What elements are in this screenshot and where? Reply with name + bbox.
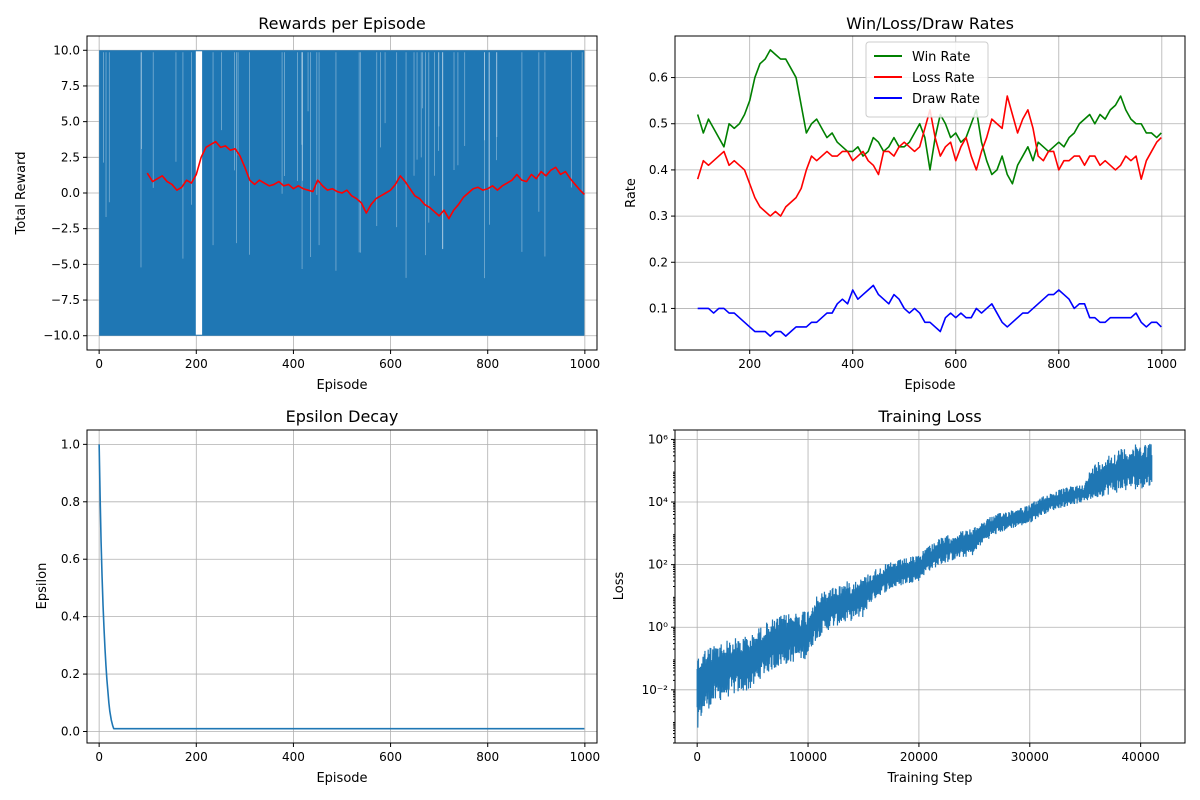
x-tick-label: 800	[1047, 357, 1070, 371]
rates-title: Win/Loss/Draw Rates	[846, 14, 1014, 33]
loss-xlabel: Training Step	[886, 771, 972, 786]
legend-label: Loss Rate	[912, 71, 974, 86]
rewards-title: Rewards per Episode	[258, 14, 426, 33]
y-tick-label: 10⁻²	[642, 683, 669, 697]
loss-line	[696, 443, 1153, 728]
y-tick-label: 1.0	[61, 437, 80, 451]
rewards-ylabel: Total Reward	[14, 152, 29, 236]
y-tick-label: 0.0	[61, 725, 80, 739]
x-tick-label: 0	[693, 750, 701, 764]
y-tick-label: 10⁶	[648, 432, 668, 446]
y-tick-label: 10²	[648, 558, 668, 572]
y-tick-label: 0.6	[649, 71, 668, 85]
x-tick-label: 600	[379, 750, 402, 764]
rates-ylabel: Rate	[624, 178, 639, 208]
x-tick-label: 30000	[1011, 750, 1049, 764]
epsilon-xlabel: Episode	[316, 771, 367, 786]
y-tick-label: 10⁰	[648, 620, 668, 634]
y-tick-label: 2.5	[61, 150, 80, 164]
x-tick-label: 1000	[570, 357, 601, 371]
x-tick-label: 0	[95, 750, 103, 764]
y-tick-label: 10.0	[53, 43, 80, 57]
y-tick-label: 0.0	[61, 186, 80, 200]
y-tick-label: 0.5	[649, 117, 668, 131]
y-tick-label: 0.6	[61, 552, 80, 566]
y-tick-label: −2.5	[51, 222, 80, 236]
x-tick-label: 800	[476, 750, 499, 764]
x-tick-label: 1000	[570, 750, 601, 764]
x-tick-label: 10000	[789, 750, 827, 764]
legend-label: Win Rate	[912, 50, 970, 65]
y-tick-label: −7.5	[51, 293, 80, 307]
y-tick-label: 10⁴	[648, 495, 668, 509]
series-line-0	[98, 444, 585, 730]
rates-xlabel: Episode	[904, 378, 955, 393]
rewards-xlabel: Episode	[316, 378, 367, 393]
rates-panel: 200 400 600 800 1000 0.1 0.2 0.3 0.4 0.5 0.6 Win/L…	[624, 14, 1186, 393]
epsilon-ylabel: Epsilon	[35, 563, 50, 610]
x-tick-label: 800	[476, 357, 499, 371]
rewards-panel: 0 200 400 600 800 1000 −10.0 −7.5 −5.0 −2.5 0.0 2.5…	[14, 14, 600, 393]
y-tick-label: 0.8	[61, 495, 80, 509]
legend-label: Draw Rate	[912, 92, 980, 107]
reward-gap	[195, 51, 203, 335]
x-tick-label: 200	[738, 357, 761, 371]
x-tick-label: 20000	[900, 750, 938, 764]
y-tick-label: 0.4	[649, 163, 668, 177]
y-tick-label: −10.0	[43, 329, 80, 343]
y-tick-label: 7.5	[61, 79, 80, 93]
win-rateline	[696, 49, 1162, 185]
x-tick-label: 200	[185, 750, 208, 764]
loss-title: Training Loss	[877, 407, 981, 426]
y-tick-label: 0.1	[649, 301, 668, 315]
x-tick-label: 40000	[1122, 750, 1160, 764]
y-tick-label: 0.4	[61, 610, 80, 624]
y-tick-label: 0.3	[649, 209, 668, 223]
x-tick-label: 400	[841, 357, 864, 371]
x-tick-label: 400	[282, 357, 305, 371]
y-tick-label: −5.0	[51, 257, 80, 271]
x-tick-label: 600	[944, 357, 967, 371]
draw-rateline	[697, 284, 1162, 337]
x-tick-label: 0	[95, 357, 103, 371]
y-tick-label: 0.2	[61, 667, 80, 681]
y-tick-label: 0.2	[649, 255, 668, 269]
epsilon-panel: 0 200 400 600 800 1000 0.0 0.2 0.4 0.6 0.8 1.0 Epsi…	[35, 407, 600, 786]
x-tick-label: 600	[379, 357, 402, 371]
series-line-1	[146, 140, 585, 220]
y-tick-label: 5.0	[61, 115, 80, 129]
epsilon-title: Epsilon Decay	[286, 407, 399, 426]
loss-panel: 0 10000 20000 30000 40000 10⁻² 10⁰ 10² 10⁴ 10⁶ Tr…	[612, 407, 1186, 786]
loss-ylabel: Loss	[612, 572, 627, 601]
rates-legend: Win Rate Loss Rate Draw Rate	[865, 41, 989, 118]
x-tick-label: 1000	[1147, 357, 1178, 371]
x-tick-label: 200	[185, 357, 208, 371]
x-tick-label: 400	[282, 750, 305, 764]
